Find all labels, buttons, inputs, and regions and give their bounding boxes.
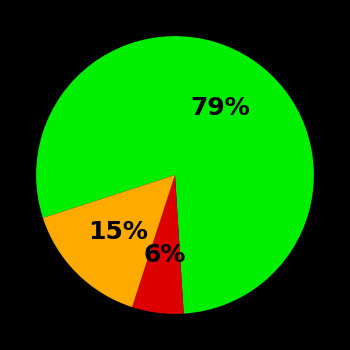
Text: 6%: 6% — [144, 243, 186, 267]
Wedge shape — [36, 36, 314, 314]
Wedge shape — [43, 175, 175, 307]
Text: 15%: 15% — [88, 220, 148, 244]
Wedge shape — [132, 175, 184, 314]
Text: 79%: 79% — [190, 96, 250, 120]
